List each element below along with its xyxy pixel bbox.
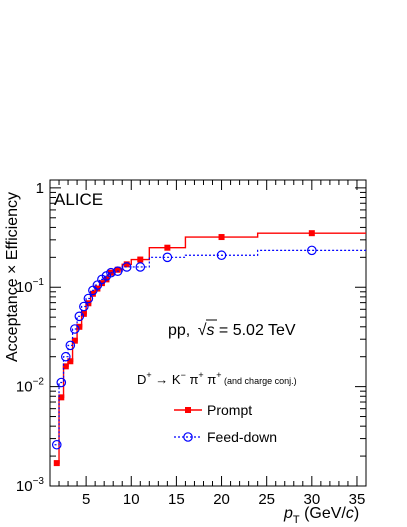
x-tick-label: 15: [168, 491, 185, 508]
x-tick-label: 10: [123, 491, 140, 508]
prompt-point: [71, 337, 78, 344]
prompt-point: [89, 290, 96, 297]
prompt-point: [114, 266, 121, 273]
prompt-point: [218, 234, 225, 241]
x-tick-label: 35: [349, 491, 366, 508]
feed-down-point: [56, 377, 67, 388]
feed-down-point: [61, 351, 71, 362]
prompt-point: [137, 256, 144, 263]
legend-label: Feed-down: [207, 429, 277, 445]
plot-frame: [49, 179, 367, 487]
feed-down-point: [74, 311, 85, 322]
feed-down-point: [65, 340, 76, 351]
x-tick-label: 30: [303, 491, 320, 508]
x-tick-label: 20: [213, 491, 230, 508]
x-axis-label: pT (GeV/c): [283, 505, 359, 526]
prompt-point: [62, 363, 69, 370]
prompt-point: [76, 323, 83, 330]
legend-label: Prompt: [207, 402, 252, 418]
collision-system-label: pp, √s = 5.02 TeV: [168, 322, 296, 339]
feed-down-point: [106, 267, 116, 278]
chart-axes: 5 10 15 20 25 30 35 10−3 10−2 10−1 1: [16, 179, 367, 508]
prompt-point: [164, 244, 171, 251]
feed-down-point: [79, 301, 89, 312]
y-tick-label: 10−1: [16, 277, 45, 296]
prompt-point: [53, 460, 60, 467]
feed-down-point: [121, 262, 132, 272]
chart-series: [51, 230, 366, 467]
legend-marker-prompt: [185, 407, 191, 413]
prompt-point: [67, 358, 74, 365]
y-axis-label: Acceptance × Efficiency: [4, 192, 21, 362]
feed-down-point: [135, 262, 146, 272]
prompt-point: [123, 261, 130, 268]
x-tick-label: 25: [258, 491, 275, 508]
x-tick-label: 5: [82, 491, 90, 508]
feed-down-point: [112, 266, 123, 277]
y-tick-label: 1: [36, 180, 44, 197]
decay-channel-label: D+ → K− π+ π+ (and charge conj.): [137, 370, 297, 387]
chart-legend: Prompt Feed-down: [174, 402, 277, 445]
y-tick-label: 10−2: [16, 377, 45, 396]
feed-down-series-line: [54, 249, 366, 446]
feed-down-point: [307, 245, 317, 256]
prompt-point: [94, 285, 101, 292]
y-tick-label: 10−3: [16, 476, 45, 495]
feed-down-point: [216, 250, 227, 261]
prompt-point: [58, 394, 65, 401]
prompt-point: [308, 230, 315, 237]
experiment-label: ALICE: [54, 190, 103, 209]
legend-marker-feed-down: [183, 432, 193, 442]
prompt-point: [80, 310, 87, 317]
feed-down-point: [162, 252, 173, 263]
feed-down-point: [51, 439, 62, 450]
feed-down-point: [83, 293, 94, 304]
feed-down-point: [70, 324, 80, 334]
